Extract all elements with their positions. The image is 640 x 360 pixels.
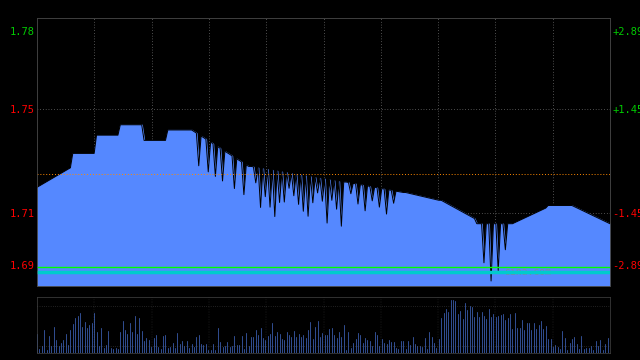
Text: sina.com: sina.com — [504, 267, 551, 278]
